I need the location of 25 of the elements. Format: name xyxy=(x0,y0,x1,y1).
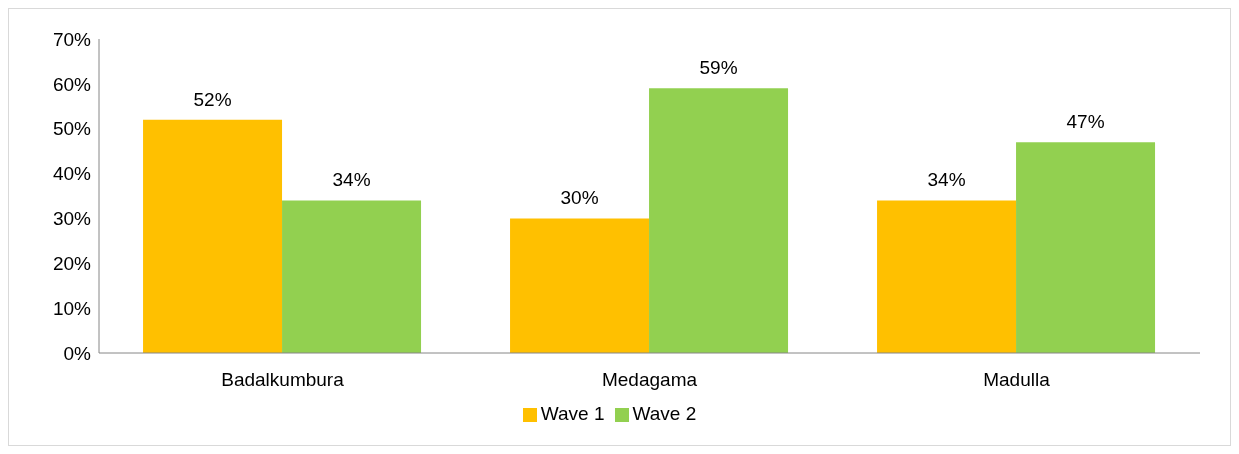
bar xyxy=(1016,142,1156,353)
x-tick-label: Madulla xyxy=(983,369,1051,391)
bar xyxy=(510,218,650,353)
data-label: 34% xyxy=(927,169,966,191)
y-tick-label: 30% xyxy=(52,208,92,230)
x-tick-label: Medagama xyxy=(601,369,698,391)
y-tick-label: 50% xyxy=(52,118,92,140)
data-label: 47% xyxy=(1066,111,1105,133)
legend-label: Wave 2 xyxy=(632,403,697,424)
x-tick-label: Badalkumbura xyxy=(221,369,345,391)
data-label: 34% xyxy=(332,169,371,191)
legend-label: Wave 1 xyxy=(540,403,605,424)
data-label: 30% xyxy=(560,187,599,209)
y-tick-label: 40% xyxy=(52,163,92,185)
bar xyxy=(649,88,789,353)
bar xyxy=(877,200,1017,353)
data-label: 59% xyxy=(699,57,738,79)
y-tick-label: 70% xyxy=(52,28,92,50)
bar xyxy=(143,119,283,353)
y-tick-label: 10% xyxy=(52,297,92,319)
bar xyxy=(282,200,422,353)
data-label: 52% xyxy=(193,88,232,110)
y-tick-label: 0% xyxy=(63,342,92,364)
y-tick-label: 20% xyxy=(52,253,92,275)
y-tick-label: 60% xyxy=(52,73,92,95)
